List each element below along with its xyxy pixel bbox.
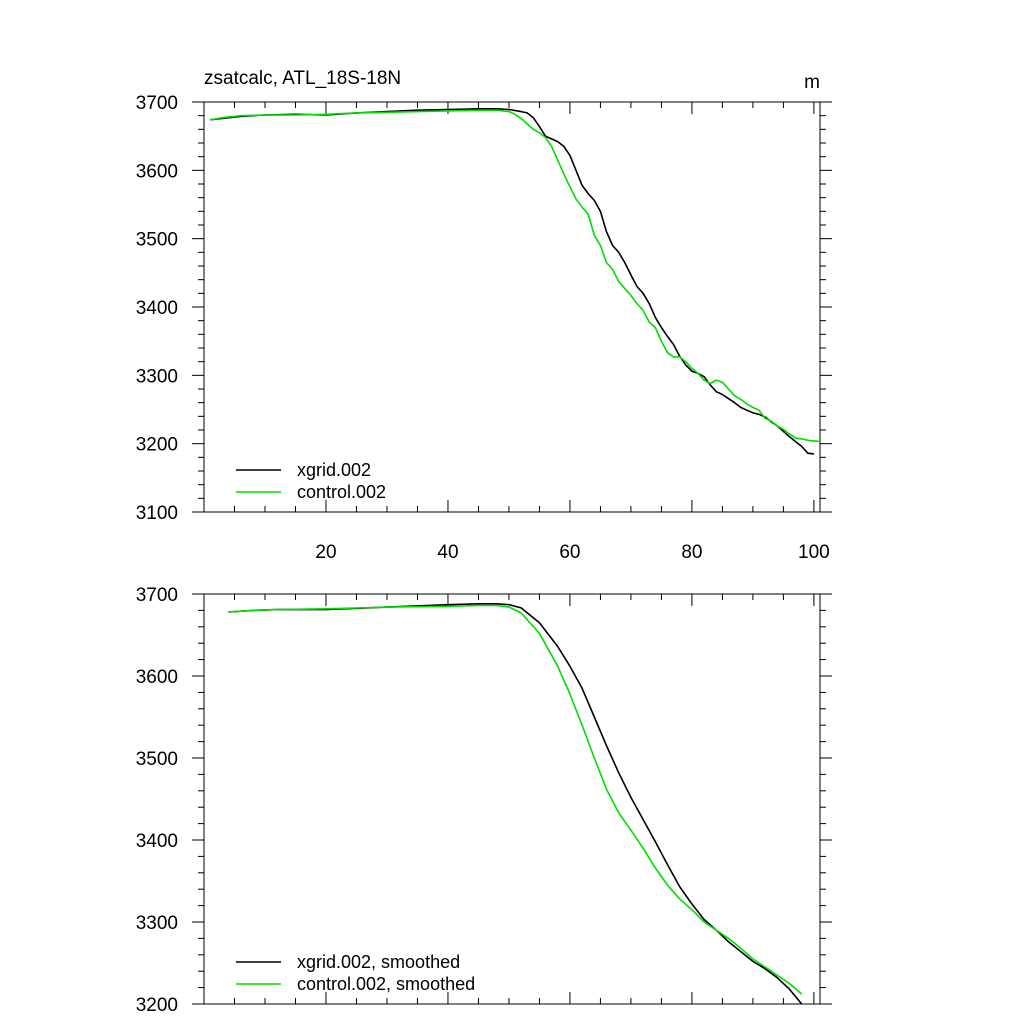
- bottom-y-tick-label: 3400: [136, 831, 178, 852]
- top-y-tick-label: 3300: [136, 366, 178, 387]
- bottom-plot-frame: [203, 593, 821, 1005]
- top-y-tick-label: 3500: [136, 230, 178, 251]
- top-panel: 20 40 60 80 100 3100 3200 3300 3400 3500 3600 3700 x…: [136, 93, 832, 563]
- figure-title: zsatcalc, ATL_18S-18N: [204, 68, 401, 89]
- top-y-tick-label: 3200: [136, 435, 178, 456]
- top-legend-label-control: control.002: [297, 482, 386, 502]
- top-x-tick-label: 60: [559, 542, 580, 563]
- top-x-tick-label: 40: [437, 542, 458, 563]
- bottom-y-tick-label: 3700: [136, 585, 178, 606]
- bottom-legend-label-xgrid: xgrid.002, smoothed: [297, 952, 460, 972]
- bottom-y-tick-label: 3500: [136, 749, 178, 770]
- top-y-tick-label: 3400: [136, 298, 178, 319]
- top-x-tick-label: 20: [315, 542, 336, 563]
- bottom-y-tick-label: 3600: [136, 667, 178, 688]
- bottom-y-tick-label: 3300: [136, 913, 178, 934]
- top-x-tick-label: 80: [681, 542, 702, 563]
- top-x-tick-label: 100: [798, 542, 830, 563]
- top-legend-label-xgrid: xgrid.002: [297, 460, 371, 480]
- bottom-y-tick-label: 3200: [136, 995, 178, 1016]
- top-series-line-xgrid: [210, 108, 814, 455]
- top-y-tick-label: 3600: [136, 161, 178, 182]
- bottom-series-line-xgrid: [228, 602, 803, 1005]
- bottom-legend-label-control: control.002, smoothed: [297, 974, 475, 994]
- top-y-tick-label: 3100: [136, 503, 178, 524]
- top-series-line-control: [209, 109, 821, 443]
- bottom-panel: 3200 3300 3400 3500 3600 3700 xgrid.002, smoot…: [136, 585, 832, 1016]
- bottom-series-line-control: [228, 604, 803, 995]
- top-y-tick-label: 3700: [136, 93, 178, 114]
- units-label: m: [804, 72, 820, 93]
